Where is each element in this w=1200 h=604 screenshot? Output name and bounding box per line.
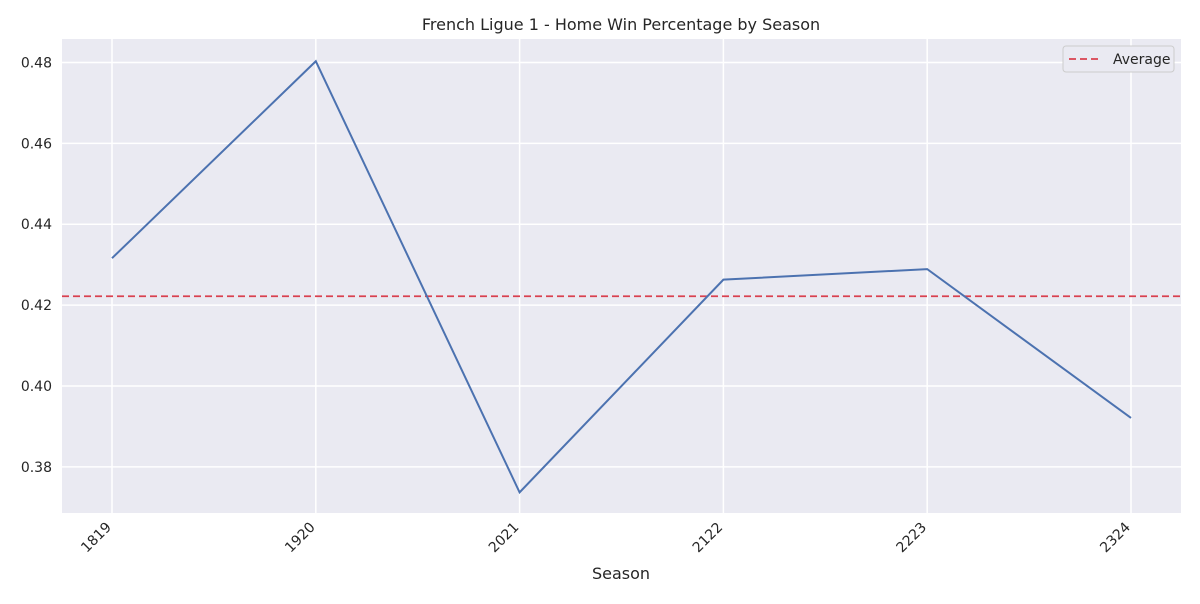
legend-box: [1062, 45, 1175, 73]
x-tick-label: 2122: [690, 520, 727, 557]
x-tick-label: 1819: [78, 520, 115, 557]
series-line: [111, 59, 1132, 495]
y-tick-label: 0.44: [21, 217, 52, 233]
y-tick-label: 0.48: [21, 55, 52, 71]
x-tick-label: 1920: [282, 520, 319, 557]
x-tick-labels: 1819 1920 2021 2122 2223 2324: [78, 519, 1134, 556]
chart-title: French Ligue 1 - Home Win Percentage by …: [422, 15, 820, 34]
y-tick-label: 0.38: [21, 460, 52, 476]
y-tick-label: 0.42: [21, 298, 52, 314]
legend-label-average: Average: [1113, 52, 1171, 68]
series-layer: [111, 59, 1132, 495]
y-tick-label: 0.46: [21, 136, 52, 152]
x-axis-label: Season: [592, 564, 650, 583]
x-tick-label: 2324: [1097, 519, 1134, 556]
grid-lines: [62, 39, 1181, 513]
legend: Average: [1062, 45, 1175, 73]
y-tick-labels: 0.38 0.40 0.42 0.44 0.46 0.48: [21, 55, 52, 475]
y-tick-label: 0.40: [21, 379, 52, 395]
x-tick-label: 2223: [894, 520, 931, 557]
x-tick-label: 2021: [486, 520, 523, 557]
plot-area: [62, 39, 1181, 513]
